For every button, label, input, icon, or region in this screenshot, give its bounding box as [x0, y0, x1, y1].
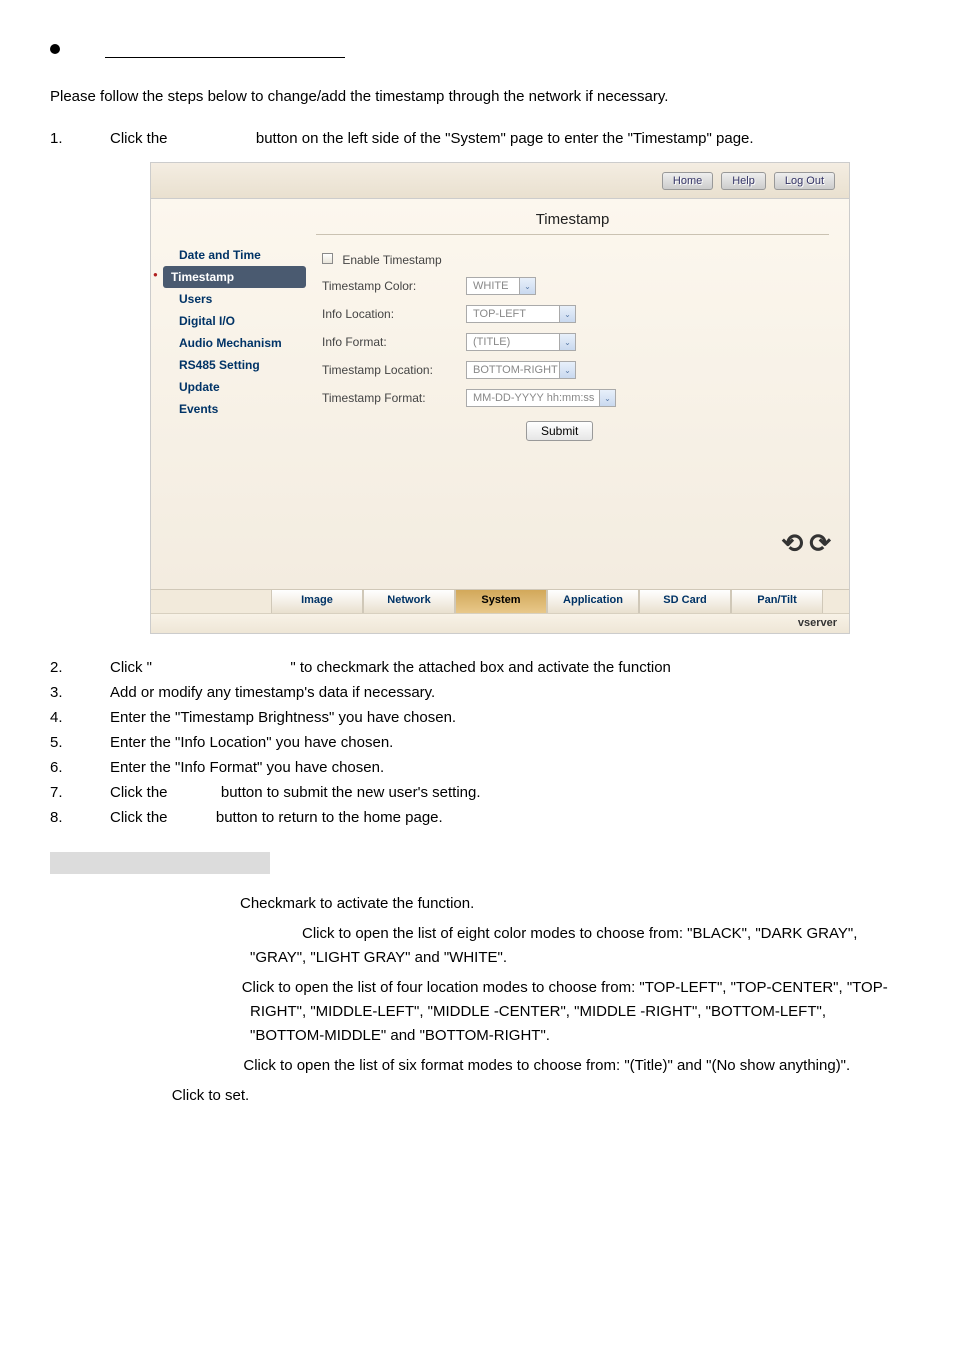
bottom-tabs: Image Network System Application SD Card… — [151, 589, 849, 613]
tab-network[interactable]: Network — [363, 590, 455, 613]
step-3: 3. Add or modify any timestamp's data if… — [50, 684, 904, 701]
sidebar-item-date-time[interactable]: Date and Time — [169, 244, 306, 266]
chevron-down-icon: ⌄ — [519, 278, 535, 294]
step-1: 1. Click the button on the left side of … — [50, 130, 904, 147]
step-7: 7. Click the button to submit the new us… — [50, 784, 904, 801]
form-select[interactable]: TOP-LEFT⌄ — [466, 305, 576, 323]
power-icon: ⟳ — [809, 528, 831, 559]
chevron-down-icon: ⌄ — [559, 362, 575, 378]
form-row: Info Location:TOP-LEFT⌄ — [316, 305, 829, 323]
step-5: 5. Enter the "Info Location" you have ch… — [50, 734, 904, 751]
def-color: Timestamp Color: Click to open the list … — [180, 922, 904, 970]
title-divider — [316, 234, 829, 235]
form-select[interactable]: MM-DD-YYYY hh:mm:ss⌄ — [466, 389, 616, 407]
form-label: Timestamp Color: — [316, 279, 466, 293]
logout-button[interactable]: Log Out — [774, 172, 835, 190]
sidebar-item-digital-io[interactable]: Digital I/O — [169, 310, 306, 332]
main-panel: Timestamp Enable Timestamp Timestamp Col… — [306, 199, 849, 589]
chevron-down-icon: ⌄ — [599, 390, 615, 406]
form-row: Info Format:(TITLE)⌄ — [316, 333, 829, 351]
tab-system[interactable]: System — [455, 590, 547, 613]
enable-checkbox[interactable] — [322, 253, 333, 264]
sidebar-item-users[interactable]: Users — [169, 288, 306, 310]
bullet-icon — [50, 44, 60, 54]
home-button[interactable]: Home — [662, 172, 713, 190]
form-select[interactable]: (TITLE)⌄ — [466, 333, 576, 351]
screenshot-body: Date and Time Timestamp Users Digital I/… — [151, 199, 849, 589]
sidebar-item-timestamp[interactable]: Timestamp — [163, 266, 306, 288]
step-number: 1. — [50, 130, 110, 147]
embedded-screenshot: Home Help Log Out Date and Time Timestam… — [150, 162, 850, 634]
tab-application[interactable]: Application — [547, 590, 639, 613]
definitions-heading — [50, 852, 270, 874]
screenshot-header: Home Help Log Out — [151, 163, 849, 199]
tab-image[interactable]: Image — [271, 590, 363, 613]
sidebar-item-rs485[interactable]: RS485 Setting — [169, 354, 306, 376]
panel-title: Timestamp — [316, 211, 829, 228]
screenshot-footer: vserver — [151, 613, 849, 633]
def-enable: Checkmark to activate the function. — [240, 892, 904, 916]
enable-label: Enable Timestamp — [342, 253, 441, 267]
submit-button[interactable]: Submit — [526, 421, 593, 441]
sidebar-item-audio[interactable]: Audio Mechanism — [169, 332, 306, 354]
form-label: Info Location: — [316, 307, 466, 321]
tab-sdcard[interactable]: SD Card — [639, 590, 731, 613]
back-icon: ⟲ — [781, 528, 803, 559]
step-text: Click the button on the left side of the… — [110, 130, 904, 147]
sidebar-item-events[interactable]: Events — [169, 398, 306, 420]
heading-underline — [105, 40, 345, 58]
step-2: 2. Click " " to checkmark the attached b… — [50, 659, 904, 676]
form-label: Timestamp Format: — [316, 391, 466, 405]
sidebar-item-update[interactable]: Update — [169, 376, 306, 398]
form-row: Timestamp Format:MM-DD-YYYY hh:mm:ss⌄ — [316, 389, 829, 407]
def-info-location: Info Loc: Click to open the list of four… — [180, 976, 904, 1048]
chevron-down-icon: ⌄ — [559, 306, 575, 322]
help-button[interactable]: Help — [721, 172, 766, 190]
form-select[interactable]: BOTTOM-RIGHT⌄ — [466, 361, 576, 379]
def-info-format: Info Fmt: Click to open the list of six … — [180, 1054, 904, 1078]
decorative-icons: ⟲ ⟳ — [781, 528, 831, 559]
section-heading — [50, 40, 904, 58]
form-label: Info Format: — [316, 335, 466, 349]
tab-pantilt[interactable]: Pan/Tilt — [731, 590, 823, 613]
form-label: Timestamp Location: — [316, 363, 466, 377]
def-submit: SubClick to set. — [145, 1084, 904, 1108]
intro-text: Please follow the steps below to change/… — [50, 88, 904, 105]
form-row: Timestamp Location:BOTTOM-RIGHT⌄ — [316, 361, 829, 379]
form-row: Timestamp Color:WHITE⌄ — [316, 277, 829, 295]
chevron-down-icon: ⌄ — [559, 334, 575, 350]
step-8: 8. Click the button to return to the hom… — [50, 809, 904, 826]
step-4: 4. Enter the "Timestamp Brightness" you … — [50, 709, 904, 726]
enable-row: Enable Timestamp — [316, 253, 829, 267]
form-select[interactable]: WHITE⌄ — [466, 277, 536, 295]
sidebar: Date and Time Timestamp Users Digital I/… — [151, 199, 306, 589]
step-6: 6. Enter the "Info Format" you have chos… — [50, 759, 904, 776]
